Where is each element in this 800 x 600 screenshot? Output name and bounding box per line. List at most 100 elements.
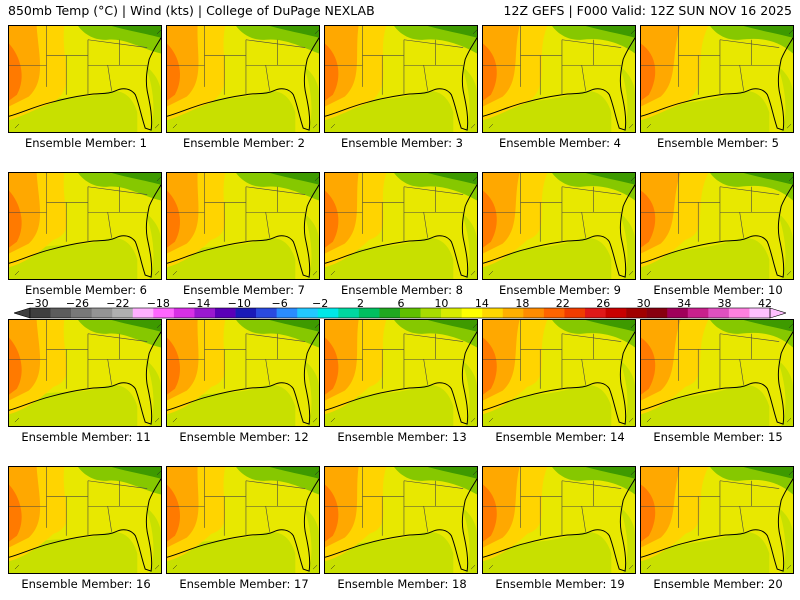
ensemble-panel <box>482 466 636 574</box>
ensemble-panel <box>166 172 320 280</box>
colorbar-swatch <box>30 308 51 318</box>
temperature-field-map <box>641 173 793 279</box>
ensemble-member-caption: Ensemble Member: 15 <box>653 430 783 444</box>
ensemble-panel <box>166 466 320 574</box>
temperature-field-map <box>9 26 161 132</box>
colorbar-swatch <box>605 308 627 318</box>
ensemble-member-caption: Ensemble Member: 2 <box>183 136 305 150</box>
colorbar-swatch <box>153 308 175 318</box>
temperature-field-map <box>325 26 477 132</box>
ensemble-member-caption: Ensemble Member: 7 <box>183 283 305 297</box>
ensemble-member-caption: Ensemble Member: 16 <box>21 577 151 591</box>
ensemble-panel <box>482 319 636 427</box>
colorbar-tick-label: 30 <box>636 297 651 310</box>
temperature-field-map <box>483 320 635 426</box>
colorbar-tick-label: −30 <box>25 297 49 310</box>
colorbar-swatch <box>441 308 462 318</box>
colorbar-swatch <box>71 308 92 318</box>
temperature-field-map <box>9 320 161 426</box>
colorbar-tick-label: −2 <box>312 297 329 310</box>
colorbar-tick-label: −14 <box>187 297 211 310</box>
colorbar-swatch <box>235 308 257 318</box>
ensemble-member-caption: Ensemble Member: 20 <box>653 577 783 591</box>
ensemble-panel <box>324 25 478 133</box>
valid-time: 12Z GEFS | F000 Valid: 12Z SUN NOV 16 20… <box>503 3 792 18</box>
colorbar-swatch <box>523 308 545 318</box>
colorbar-swatch <box>194 308 216 318</box>
ensemble-panel <box>8 25 162 133</box>
colorbar-swatch <box>502 308 524 318</box>
colorbar-swatch <box>728 308 750 318</box>
colorbar-swatch <box>646 308 668 318</box>
ensemble-panel <box>324 172 478 280</box>
colorbar-swatch <box>626 308 647 318</box>
ensemble-member-caption: Ensemble Member: 13 <box>337 430 467 444</box>
ensemble-member-caption: Ensemble Member: 18 <box>337 577 467 591</box>
ensemble-panel <box>640 319 794 427</box>
colorbar-swatch <box>112 308 134 318</box>
colorbar-swatch <box>297 308 319 318</box>
colorbar-swatch <box>338 308 360 318</box>
colorbar-swatch <box>543 308 565 318</box>
ensemble-panel <box>640 172 794 280</box>
colorbar-tick-label: 14 <box>474 297 489 310</box>
ensemble-member-caption: Ensemble Member: 17 <box>179 577 309 591</box>
ensemble-member-caption: Ensemble Member: 4 <box>499 136 621 150</box>
colorbar-tick-label: 34 <box>677 297 692 310</box>
ensemble-panel <box>482 25 636 133</box>
ensemble-member-caption: Ensemble Member: 8 <box>341 283 463 297</box>
colorbar-tick-label: 22 <box>555 297 570 310</box>
ensemble-member-caption: Ensemble Member: 12 <box>179 430 309 444</box>
ensemble-panel <box>166 25 320 133</box>
ensemble-panel <box>324 319 478 427</box>
colorbar-swatch <box>708 308 730 318</box>
temperature-field-map <box>167 173 319 279</box>
temperature-field-map <box>167 26 319 132</box>
ensemble-panel <box>8 319 162 427</box>
ensemble-panel <box>640 25 794 133</box>
ensemble-panel <box>482 172 636 280</box>
colorbar-swatch <box>50 308 72 318</box>
colorbar-swatch <box>420 308 442 318</box>
colorbar-tick-label: 10 <box>434 297 449 310</box>
temperature-field-map <box>9 173 161 279</box>
temperature-field-map <box>483 26 635 132</box>
temperature-field-map <box>167 467 319 573</box>
ensemble-member-caption: Ensemble Member: 1 <box>25 136 147 150</box>
ensemble-panel <box>324 466 478 574</box>
colorbar-swatch <box>358 308 380 318</box>
temperature-field-map <box>641 467 793 573</box>
chart-title: 850mb Temp (°C) | Wind (kts) | College o… <box>8 3 375 18</box>
colorbar-swatch <box>482 308 504 318</box>
ensemble-member-caption: Ensemble Member: 11 <box>21 430 151 444</box>
colorbar-tick-label: 2 <box>357 297 365 310</box>
colorbar-swatch <box>585 308 606 318</box>
temperature-field-map <box>641 26 793 132</box>
ensemble-panel <box>8 466 162 574</box>
colorbar-swatch <box>461 308 483 318</box>
ensemble-member-caption: Ensemble Member: 3 <box>341 136 463 150</box>
colorbar-tick-label: 18 <box>515 297 530 310</box>
colorbar-tick-label: −10 <box>227 297 251 310</box>
colorbar-swatch <box>132 308 154 318</box>
colorbar-swatch <box>91 308 113 318</box>
ensemble-member-caption: Ensemble Member: 9 <box>499 283 621 297</box>
colorbar-swatch <box>215 308 236 318</box>
ensemble-member-caption: Ensemble Member: 14 <box>495 430 625 444</box>
temperature-field-map <box>325 320 477 426</box>
colorbar-swatch <box>173 308 195 318</box>
colorbar-swatch <box>749 308 771 318</box>
temperature-field-map <box>641 320 793 426</box>
ensemble-member-caption: Ensemble Member: 5 <box>657 136 779 150</box>
ensemble-panel <box>166 319 320 427</box>
temperature-field-map <box>325 467 477 573</box>
colorbar-tick-label: −22 <box>106 297 130 310</box>
ensemble-member-caption: Ensemble Member: 6 <box>25 283 147 297</box>
ensemble-member-caption: Ensemble Member: 19 <box>495 577 625 591</box>
ensemble-member-caption: Ensemble Member: 10 <box>653 283 783 297</box>
colorbar <box>14 307 786 319</box>
colorbar-swatch <box>400 308 421 318</box>
temperature-field-map <box>167 320 319 426</box>
temperature-field-map <box>483 173 635 279</box>
ensemble-panel <box>640 466 794 574</box>
